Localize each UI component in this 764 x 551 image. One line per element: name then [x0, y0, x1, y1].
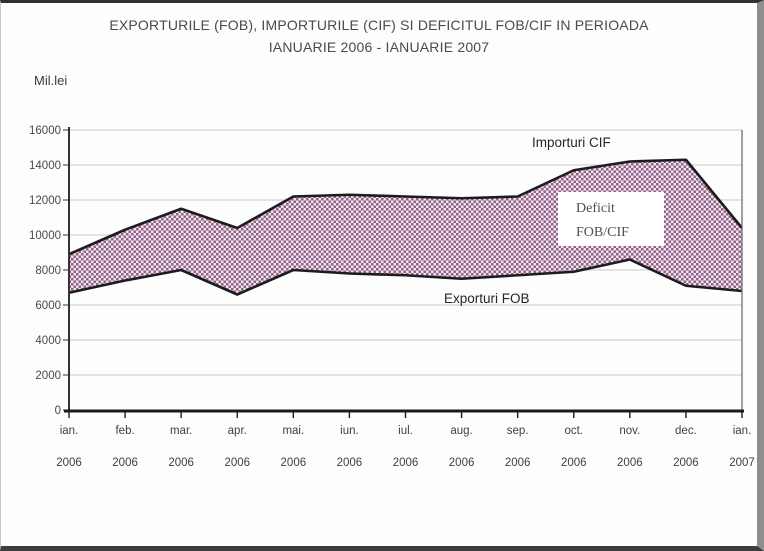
x-tick-year-label: 2007 [729, 457, 755, 469]
x-tick-year-label: 2006 [393, 457, 419, 469]
x-tick-year-label: 2006 [617, 457, 643, 469]
x-tick-month-label: apr. [228, 425, 247, 437]
y-tick-label: 10000 [29, 230, 61, 242]
deficit-label-line2: FOB/CIF [576, 225, 629, 240]
x-tick-year-label: 2006 [505, 457, 531, 469]
y-tick-label: 12000 [29, 195, 61, 207]
chart-title: EXPORTURILE (FOB), IMPORTURILE (CIF) SI … [1, 14, 757, 58]
x-tick-month-label: feb. [115, 425, 134, 437]
chart-title-line2: IANUARIE 2006 - IANUARIE 2007 [268, 39, 490, 55]
y-tick-label: 14000 [29, 160, 61, 172]
x-tick-year-label: 2006 [56, 457, 82, 469]
y-axis-unit-label: Mil.lei [34, 73, 68, 88]
x-tick-year-label: 2006 [673, 457, 699, 469]
x-tick-year-label: 2006 [281, 457, 307, 469]
x-tick-month-label: sep. [507, 425, 529, 437]
exports-line [68, 258, 743, 296]
y-tick-label: 4000 [35, 335, 61, 347]
x-tick-year-label: 2006 [337, 457, 363, 469]
imports-series-label: Importuri CIF [532, 135, 611, 150]
x-tick-month-label: oct. [564, 425, 583, 437]
x-tick-year-label: 2006 [168, 457, 194, 469]
chart-title-line1: EXPORTURILE (FOB), IMPORTURILE (CIF) SI … [109, 17, 649, 33]
x-tick-month-label: iul. [398, 425, 413, 437]
x-tick-year-label: 2006 [112, 457, 138, 469]
x-tick-month-label: iun. [340, 425, 359, 437]
imports-line [68, 158, 744, 256]
x-tick-month-label: nov. [619, 425, 640, 437]
y-tick-label: 0 [55, 405, 61, 417]
x-tick-month-label: mai. [282, 425, 304, 437]
deficit-label-line1: Deficit [576, 201, 615, 216]
y-tick-label: 8000 [35, 265, 61, 277]
y-tick-label: 6000 [35, 300, 61, 312]
x-tick-month-label: aug. [450, 425, 472, 437]
deficit-annotation-box: Deficit FOB/CIF [558, 192, 664, 246]
x-tick-year-label: 2006 [224, 457, 250, 469]
x-tick-year-label: 2006 [449, 457, 475, 469]
chart-canvas: 0 2000 4000 6000 8000 10000 12000 14000 16000 ian… [29, 125, 755, 469]
y-tick-label: 16000 [29, 125, 61, 137]
x-tick-year-label: 2006 [561, 457, 587, 469]
y-tick-label: 2000 [35, 370, 61, 382]
x-tick-month-label: dec. [675, 425, 697, 437]
exports-series-label: Exporturi FOB [444, 291, 530, 306]
x-tick-month-label: ian. [60, 425, 79, 437]
x-tick-month-label: mar. [170, 425, 192, 437]
x-tick-month-label: ian. [733, 425, 752, 437]
